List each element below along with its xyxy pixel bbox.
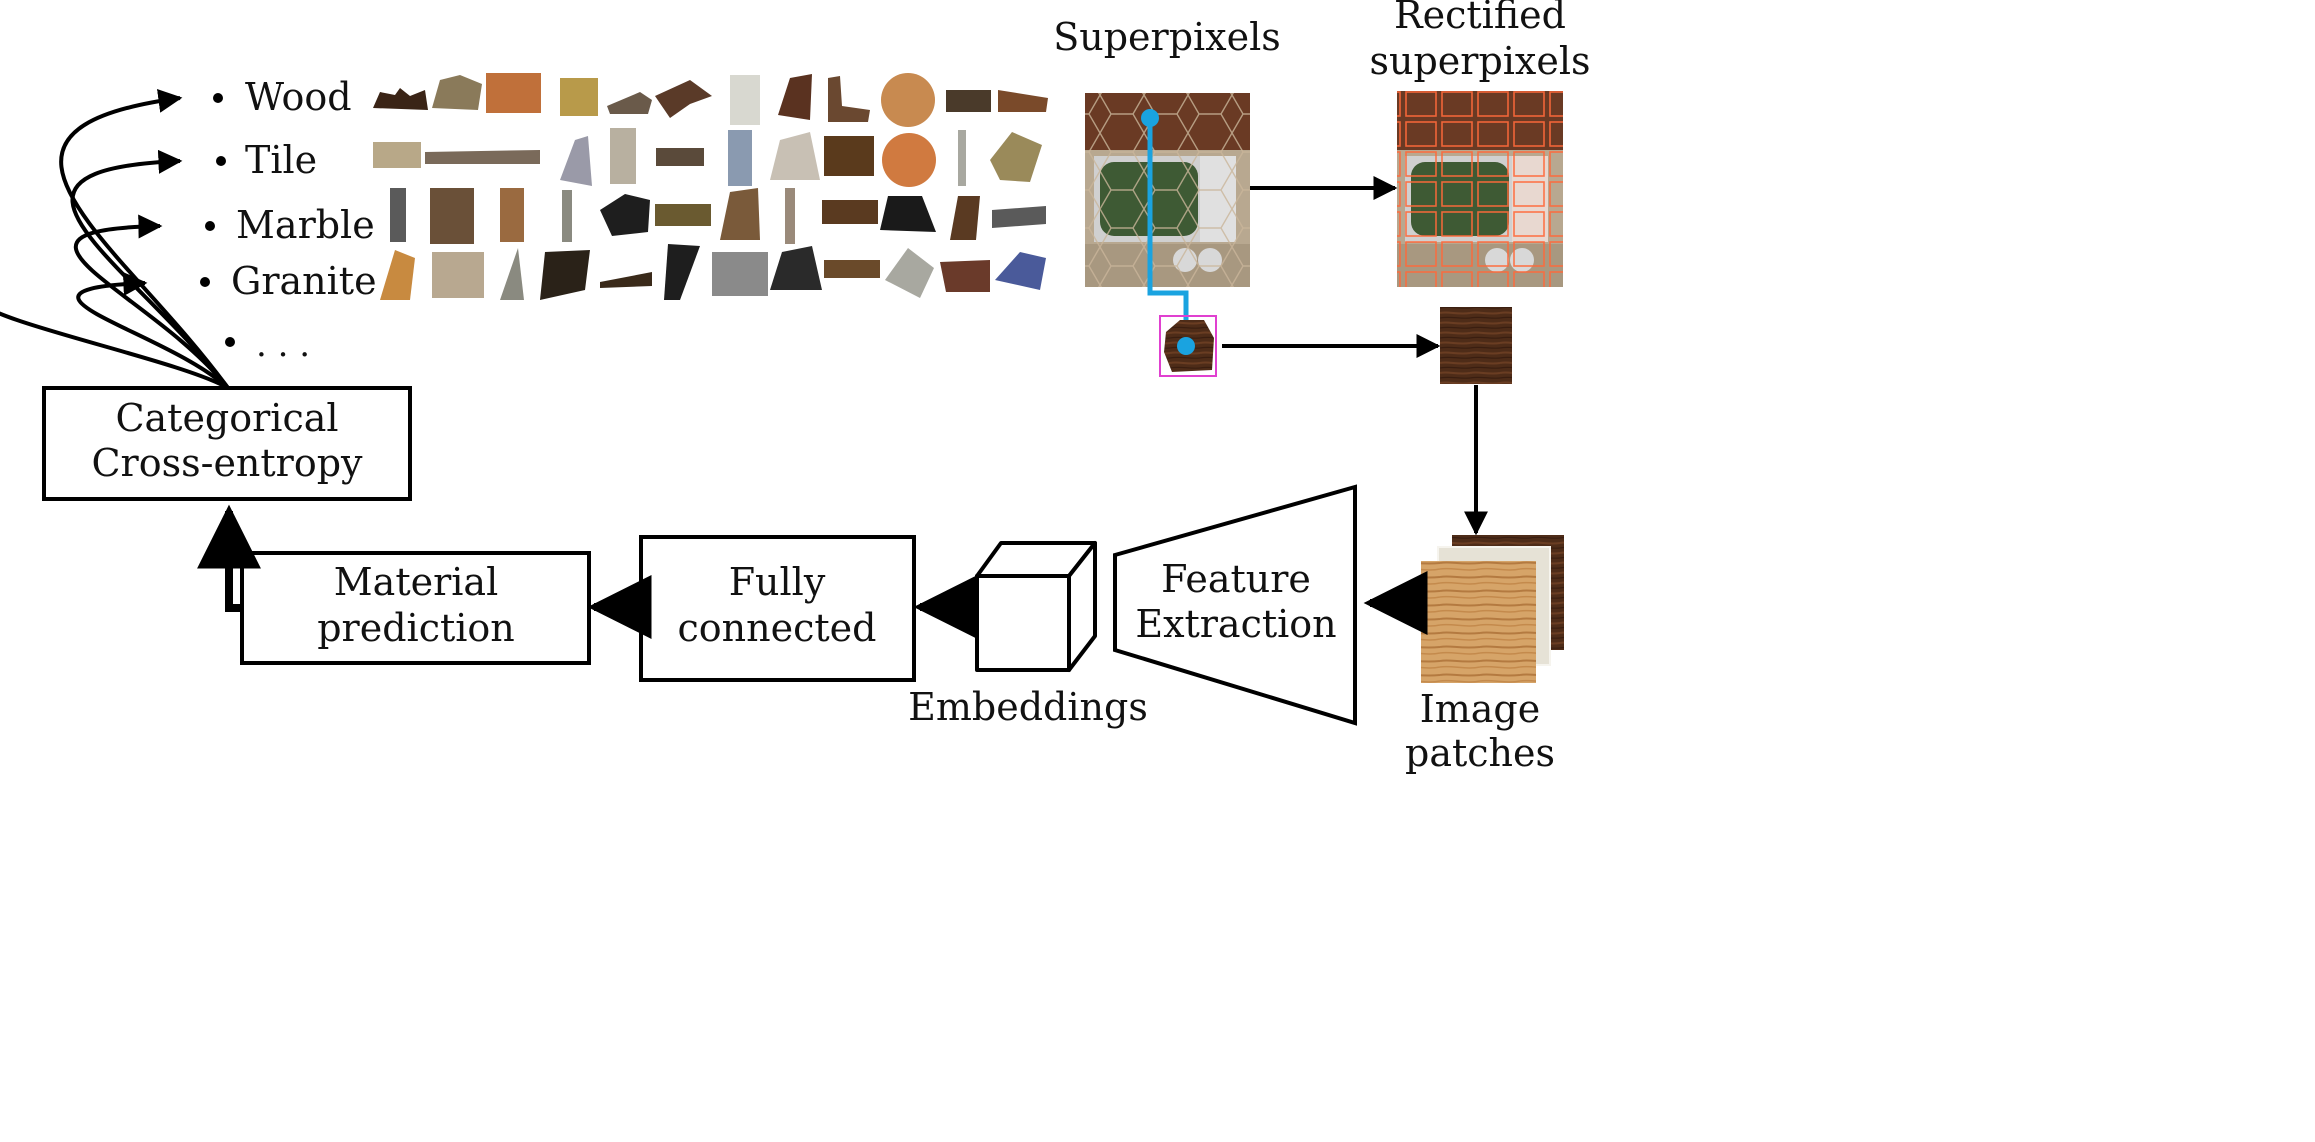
curve-arrow-tile xyxy=(70,149,230,390)
sample-thumbnail xyxy=(998,90,1048,112)
loss-label-2: Cross-entropy xyxy=(91,441,363,485)
sample-thumbnail xyxy=(664,244,700,300)
rectified-superpixels-label-1: Rectified xyxy=(1394,0,1566,37)
superpixels-image xyxy=(1085,93,1250,287)
sample-thumbnail xyxy=(778,74,812,120)
sample-thumbnail xyxy=(373,142,421,168)
sample-thumbnail xyxy=(882,133,936,187)
material-prediction-label-2: prediction xyxy=(317,606,515,650)
sample-thumbnail xyxy=(560,78,598,116)
loss-to-category-arrows xyxy=(0,88,230,390)
sample-thumbnail xyxy=(432,252,484,298)
sample-thumbnail xyxy=(946,90,991,112)
sample-thumbnail xyxy=(880,196,936,232)
sample-thumbnail xyxy=(712,252,768,296)
material-prediction-label-1: Material xyxy=(334,560,498,604)
bullet-icon xyxy=(225,337,235,347)
sample-thumbnail xyxy=(885,248,934,298)
feature-extraction-block: Feature Extraction xyxy=(1113,484,1357,726)
sample-thumbnail xyxy=(500,188,524,242)
sample-thumbnail xyxy=(992,206,1046,228)
curve-arrow-wood xyxy=(59,88,230,390)
sample-thumbnail xyxy=(560,136,592,186)
superpixel-selection-path xyxy=(1141,109,1217,377)
feature-extraction-label-1: Feature xyxy=(1161,557,1311,601)
sample-thumbnail xyxy=(655,204,711,226)
sample-thumbnail xyxy=(373,88,428,110)
sample-thumbnail xyxy=(486,73,541,113)
sample-thumbnail xyxy=(822,200,878,224)
feature-extraction-label-2: Extraction xyxy=(1135,602,1336,646)
rectified-patch xyxy=(1440,307,1512,384)
sample-thumbnail xyxy=(562,190,572,242)
sample-thumbnail xyxy=(950,196,980,240)
embeddings-label: Embeddings xyxy=(908,685,1148,729)
bullet-icon xyxy=(216,156,226,166)
bullet-icon xyxy=(200,277,210,287)
category-ellipsis: . . . xyxy=(256,325,310,365)
material-samples-strip xyxy=(373,73,1048,300)
image-patches-label-2: patches xyxy=(1405,731,1555,775)
category-marble: Marble xyxy=(236,203,375,247)
bullet-icon xyxy=(213,93,223,103)
sample-thumbnail xyxy=(995,252,1046,290)
sample-thumbnail xyxy=(600,194,650,236)
fully-connected-block: Fully connected xyxy=(639,535,916,682)
superpixel-crop-box xyxy=(1159,315,1217,377)
sample-thumbnail xyxy=(828,76,870,122)
sample-thumbnail xyxy=(432,75,482,110)
sample-thumbnail xyxy=(655,80,712,118)
sample-thumbnail xyxy=(656,148,704,166)
sample-thumbnail xyxy=(881,73,935,127)
arrow-prediction-to-loss xyxy=(197,504,261,612)
sample-thumbnail xyxy=(425,150,540,164)
rectified-superpixels-image xyxy=(1397,91,1563,287)
sample-thumbnail xyxy=(720,188,760,240)
sample-thumbnail xyxy=(430,188,474,244)
sample-thumbnail xyxy=(607,92,652,114)
sample-thumbnail xyxy=(500,248,524,300)
sample-thumbnail xyxy=(728,130,752,186)
loss-label-1: Categorical xyxy=(115,396,338,440)
selection-point-icon xyxy=(1177,337,1195,355)
material-prediction-block: Material prediction xyxy=(240,551,591,665)
sample-thumbnail xyxy=(730,75,760,125)
superpixels-label: Superpixels xyxy=(1053,15,1281,59)
sample-thumbnail xyxy=(785,188,795,244)
category-granite: Granite xyxy=(231,259,377,303)
sample-thumbnail xyxy=(610,128,636,184)
fully-connected-label-2: connected xyxy=(678,606,877,650)
sample-thumbnail xyxy=(540,250,590,300)
embeddings-cube-icon xyxy=(975,541,1097,672)
sample-thumbnail xyxy=(380,250,415,300)
loss-block: Categorical Cross-entropy xyxy=(42,386,412,501)
sample-thumbnail xyxy=(940,260,990,292)
sample-thumbnail xyxy=(600,272,652,288)
sample-thumbnail xyxy=(770,246,822,290)
curve-arrow-marble xyxy=(74,214,230,390)
sample-thumbnail xyxy=(990,132,1042,182)
sample-thumbnail xyxy=(770,132,820,180)
sample-thumbnail xyxy=(958,130,966,186)
bullet-icon xyxy=(205,221,215,231)
rectified-superpixels-label-2: superpixels xyxy=(1369,39,1590,83)
sample-thumbnail xyxy=(824,260,880,278)
image-patches-label-1: Image xyxy=(1420,687,1541,731)
sample-thumbnail xyxy=(824,136,874,176)
category-list: Wood Tile Marble Granite . . . xyxy=(200,75,377,365)
category-wood: Wood xyxy=(245,75,352,119)
curve-arrow-granite xyxy=(76,271,230,390)
fully-connected-label-1: Fully xyxy=(729,560,826,604)
selection-point-icon xyxy=(1141,109,1159,127)
image-patches-stack xyxy=(1421,535,1564,683)
curve-arrow-more xyxy=(0,311,230,390)
sample-thumbnail xyxy=(390,188,406,242)
category-tile: Tile xyxy=(245,138,317,182)
